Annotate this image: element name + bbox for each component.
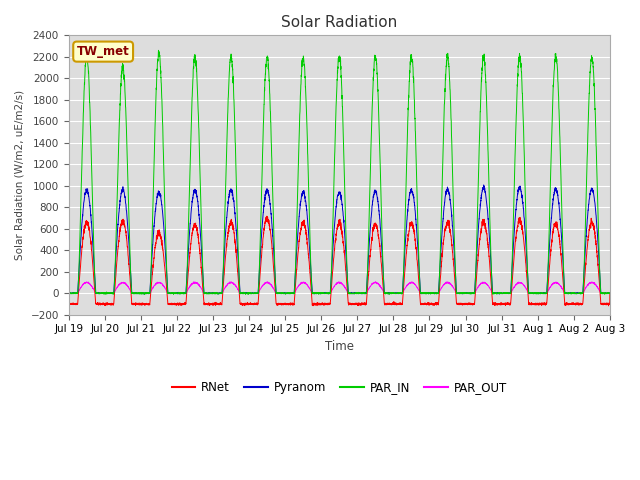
Line: RNet: RNet — [68, 216, 610, 306]
RNet — [162, 277, 170, 283]
Pyranom — [606, 290, 614, 296]
PAR_IN — [319, 290, 327, 296]
RNet — [605, 301, 613, 307]
RNet — [461, 300, 468, 306]
PAR_IN — [606, 290, 614, 296]
PAR_IN — [65, 290, 72, 296]
Line: PAR_OUT: PAR_OUT — [68, 282, 610, 294]
Title: Solar Radiation: Solar Radiation — [281, 15, 397, 30]
PAR_IN — [155, 48, 163, 53]
RNet — [492, 302, 499, 308]
Pyranom — [461, 291, 468, 297]
PAR_OUT — [492, 290, 499, 296]
PAR_OUT — [502, 291, 510, 297]
PAR_OUT — [461, 290, 468, 296]
Pyranom — [431, 290, 438, 296]
RNet — [263, 213, 271, 219]
PAR_OUT — [431, 290, 438, 296]
PAR_OUT — [227, 279, 235, 285]
RNet — [605, 303, 612, 309]
PAR_IN — [162, 247, 170, 253]
PAR_OUT — [605, 290, 613, 296]
PAR_OUT — [319, 290, 327, 296]
RNet — [606, 290, 614, 296]
PAR_OUT — [65, 290, 72, 296]
Pyranom — [215, 291, 223, 297]
Y-axis label: Solar Radiation (W/m2, uE/m2/s): Solar Radiation (W/m2, uE/m2/s) — [15, 90, 25, 260]
RNet — [65, 301, 72, 307]
PAR_IN — [605, 291, 613, 297]
PAR_IN — [492, 290, 499, 296]
Pyranom — [480, 182, 488, 188]
Pyranom — [319, 290, 327, 296]
Text: TW_met: TW_met — [77, 45, 129, 58]
Pyranom — [65, 290, 72, 296]
RNet — [319, 302, 327, 308]
PAR_OUT — [162, 287, 170, 292]
PAR_IN — [461, 290, 468, 296]
Line: Pyranom: Pyranom — [68, 185, 610, 294]
PAR_OUT — [606, 290, 614, 296]
Pyranom — [162, 256, 170, 262]
Pyranom — [605, 290, 613, 296]
PAR_IN — [244, 291, 252, 297]
Pyranom — [492, 290, 499, 296]
X-axis label: Time: Time — [324, 340, 354, 353]
Line: PAR_IN: PAR_IN — [68, 50, 610, 294]
PAR_IN — [431, 290, 438, 296]
Legend: RNet, Pyranom, PAR_IN, PAR_OUT: RNet, Pyranom, PAR_IN, PAR_OUT — [167, 376, 512, 399]
RNet — [431, 302, 438, 308]
